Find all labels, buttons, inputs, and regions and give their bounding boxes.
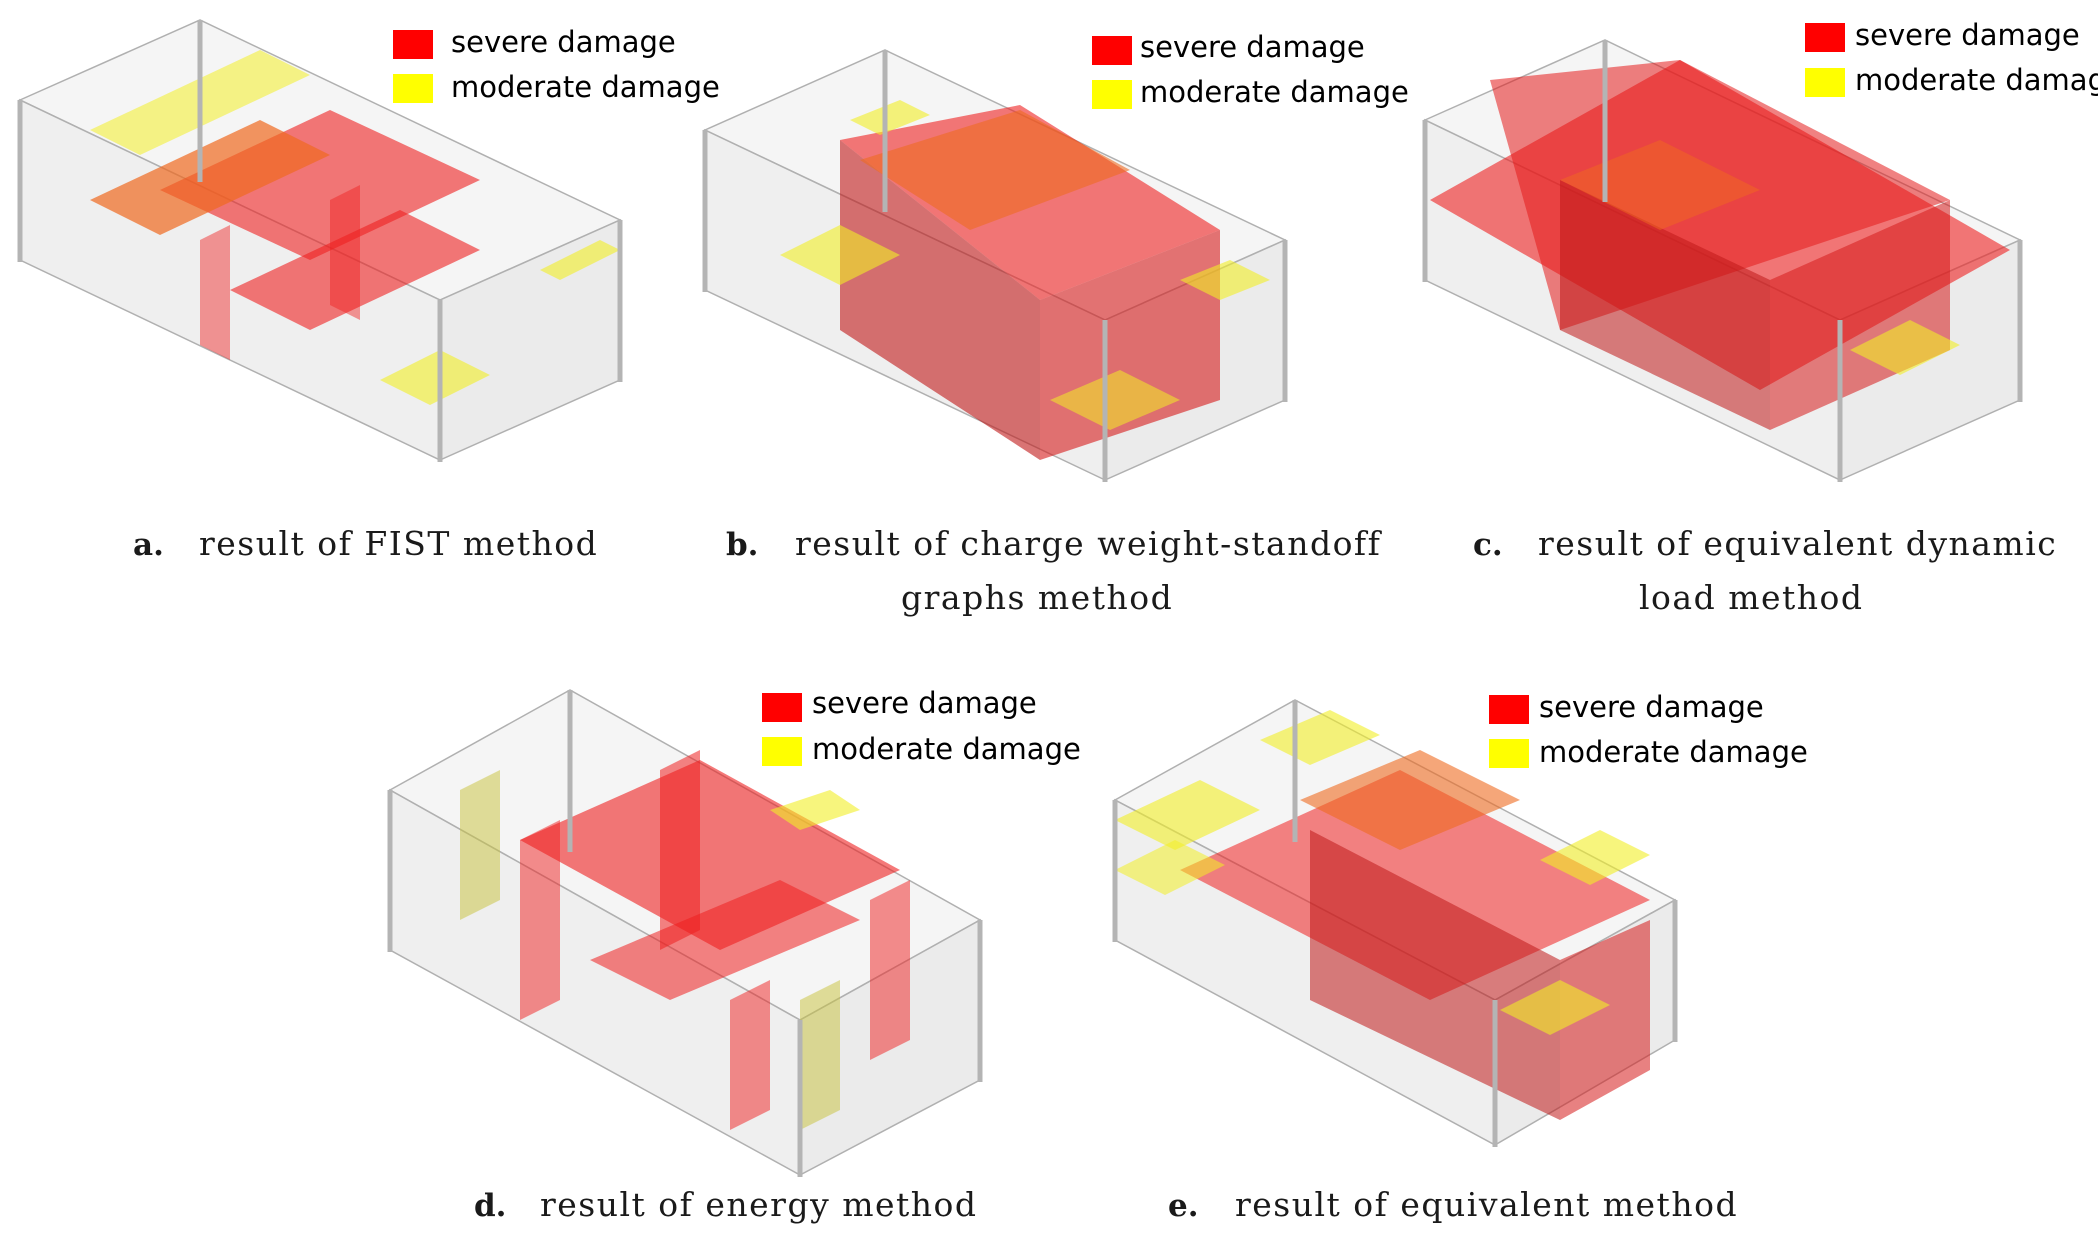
- legend-severe-swatch: [762, 693, 802, 722]
- caption-letter-e: e.: [1168, 1188, 1199, 1224]
- legend-moderate-label: moderate damage: [1140, 75, 1409, 109]
- panel-b: severe damage moderate damage b. result …: [702, 30, 1409, 617]
- legend-moderate-swatch: [393, 74, 433, 103]
- caption-letter-d: d.: [474, 1188, 506, 1224]
- panel-e: severe damage moderate damage e. result …: [1112, 690, 1808, 1224]
- building-diagram-d: [387, 689, 983, 1177]
- legend-moderate-swatch: [1805, 68, 1845, 97]
- legend-severe-swatch: [1489, 695, 1529, 724]
- legend-moderate-label: moderate damage: [1855, 63, 2098, 97]
- caption-c-line-1: result of equivalent dynamic: [1538, 524, 2057, 563]
- caption-b-line-2: graphs method: [901, 578, 1173, 617]
- legend-severe-swatch: [393, 30, 433, 59]
- caption-letter-b: b.: [726, 527, 758, 563]
- panel-d: severe damage moderate damage d. result …: [387, 686, 1081, 1224]
- building-diagram-b: [702, 49, 1288, 482]
- legend-severe-swatch: [1092, 36, 1132, 65]
- caption-letter-a: a.: [133, 527, 164, 563]
- caption-b-line-1: result of charge weight-standoff: [795, 524, 1383, 563]
- panel-a: severe damage moderate damage a. result …: [17, 19, 720, 563]
- caption-letter-c: c.: [1473, 527, 1503, 563]
- caption-a: result of FIST method: [199, 524, 598, 563]
- legend-severe-label: severe damage: [1140, 30, 1365, 64]
- panel-c: severe damage moderate damage c. result …: [1422, 18, 2098, 617]
- legend-severe-swatch: [1805, 23, 1845, 52]
- caption-c-line-2: load method: [1639, 578, 1864, 617]
- building-diagram-e: [1112, 699, 1678, 1147]
- legend-severe-label: severe damage: [451, 25, 676, 59]
- building-diagram-c: [1422, 39, 2023, 482]
- legend-severe-label: severe damage: [1855, 18, 2080, 52]
- caption-e: result of equivalent method: [1235, 1185, 1738, 1224]
- legend-moderate-label: moderate damage: [812, 732, 1081, 766]
- caption-d: result of energy method: [540, 1185, 978, 1224]
- legend-severe-label: severe damage: [1539, 690, 1764, 724]
- legend-moderate-swatch: [1489, 739, 1529, 768]
- legend-moderate-label: moderate damage: [451, 70, 720, 104]
- legend-moderate-swatch: [762, 737, 802, 766]
- legend-moderate-label: moderate damage: [1539, 735, 1808, 769]
- legend-severe-label: severe damage: [812, 686, 1037, 720]
- legend-moderate-swatch: [1092, 80, 1132, 109]
- building-diagram-a: [17, 19, 623, 462]
